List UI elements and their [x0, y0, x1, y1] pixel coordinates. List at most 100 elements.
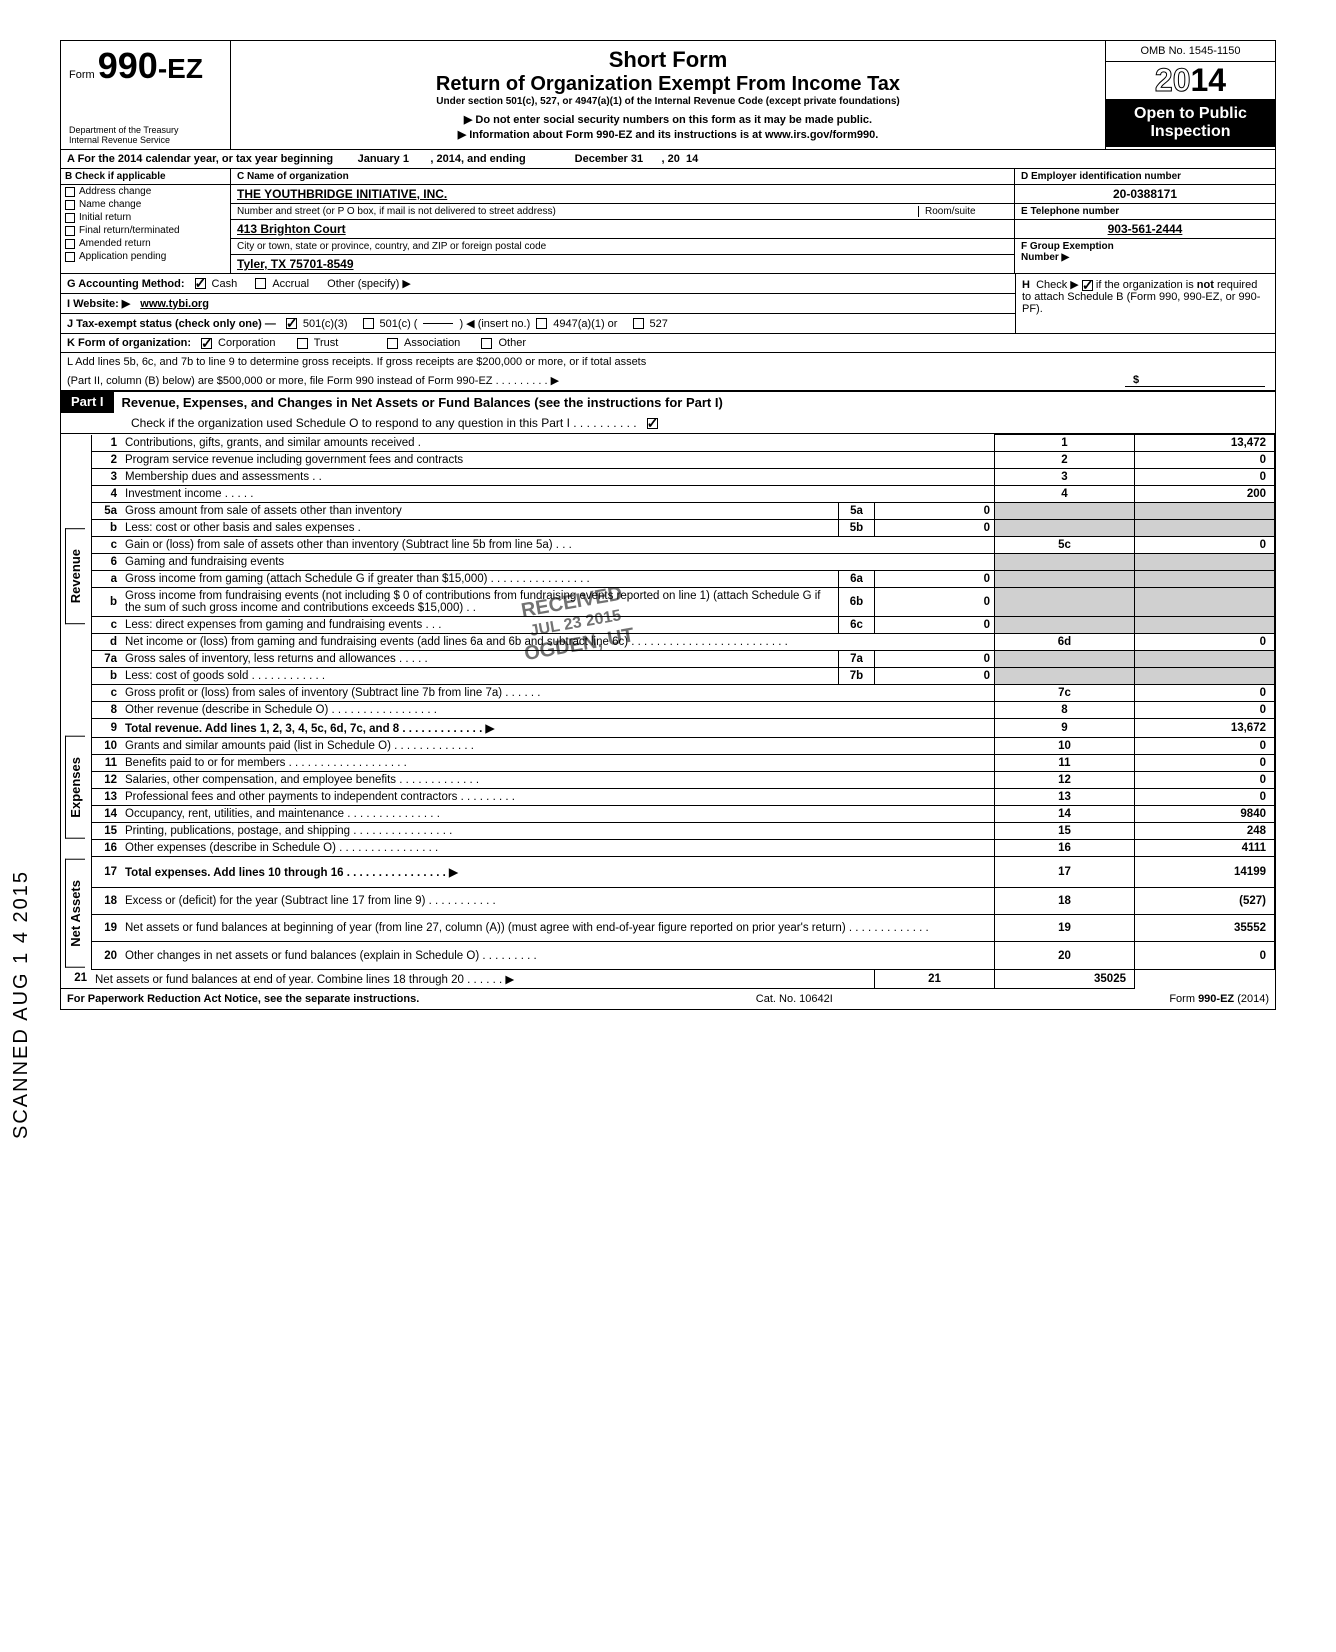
- subtitle-ssn: ▶ Do not enter social security numbers o…: [241, 113, 1095, 126]
- line-number: 2: [91, 452, 121, 469]
- website: www.tybi.org: [140, 298, 209, 310]
- open-public-2: Inspection: [1108, 123, 1273, 141]
- shaded-cell: [995, 520, 1135, 537]
- line-number: 7a: [91, 651, 121, 668]
- row-a-suffix: , 20: [661, 153, 679, 165]
- line-number: 19: [91, 914, 121, 941]
- line-j-label: J Tax-exempt status (check only one) —: [67, 318, 276, 330]
- checkbox[interactable]: [65, 239, 75, 249]
- checkbox-cash[interactable]: [195, 278, 206, 289]
- cash-label: Cash: [212, 278, 238, 290]
- checkbox-527[interactable]: [633, 318, 644, 329]
- checkbox-row: Final return/terminated: [61, 224, 230, 237]
- line-desc: Professional fees and other payments to …: [121, 789, 995, 806]
- line-row: 7aGross sales of inventory, less returns…: [61, 651, 1275, 668]
- line-number: c: [91, 617, 121, 634]
- checkbox[interactable]: [65, 213, 75, 223]
- line-number: 17: [91, 857, 121, 888]
- tel-label: E Telephone number: [1015, 204, 1275, 220]
- line-row: 11Benefits paid to or for members . . . …: [61, 755, 1275, 772]
- part-1-tab: Part I: [61, 391, 114, 413]
- checkbox-row: Address change: [61, 185, 230, 198]
- box-num: 3: [995, 469, 1135, 486]
- mid-box-num: 6c: [839, 617, 875, 634]
- mid-box-val: 0: [875, 668, 995, 685]
- box-num: 15: [995, 823, 1135, 840]
- line-number: d: [91, 634, 121, 651]
- org-name: THE YOUTHBRIDGE INITIATIVE, INC.: [231, 185, 1014, 204]
- checkbox-row: Name change: [61, 198, 230, 211]
- mid-box-num: 7a: [839, 651, 875, 668]
- shaded-cell: [1135, 668, 1275, 685]
- checkbox-501c[interactable]: [363, 318, 374, 329]
- side-label: Expenses: [65, 736, 85, 839]
- line-number: 15: [91, 823, 121, 840]
- trust-label: Trust: [314, 337, 339, 349]
- open-public: Open to Public Inspection: [1106, 99, 1275, 147]
- line-desc: Salaries, other compensation, and employ…: [121, 772, 995, 789]
- line-number: 5a: [91, 503, 121, 520]
- 527-label: 527: [650, 318, 668, 330]
- checkbox-corp[interactable]: [201, 338, 212, 349]
- line-row: 19Net assets or fund balances at beginni…: [61, 914, 1275, 941]
- form-prefix: Form: [69, 69, 95, 81]
- line-desc: Total expenses. Add lines 10 through 16 …: [121, 857, 995, 888]
- box-val: 13,672: [1135, 719, 1275, 738]
- shaded-cell: [1135, 617, 1275, 634]
- part-1-sub: Check if the organization used Schedule …: [61, 413, 1275, 434]
- form-footer: For Paperwork Reduction Act Notice, see …: [61, 989, 1275, 1009]
- line-desc: Less: cost of goods sold . . . . . . . .…: [121, 668, 839, 685]
- shaded-cell: [995, 571, 1135, 588]
- checkbox-schedule-b[interactable]: [1082, 280, 1093, 291]
- line-number: 9: [91, 719, 121, 738]
- shaded-cell: [995, 651, 1135, 668]
- checkbox[interactable]: [65, 187, 75, 197]
- 4947-label: 4947(a)(1) or: [553, 318, 617, 330]
- checkbox-accrual[interactable]: [255, 278, 266, 289]
- box-val: 35552: [1135, 914, 1275, 941]
- checkbox-label: Final return/terminated: [79, 225, 180, 236]
- checkbox[interactable]: [65, 226, 75, 236]
- checkbox-assoc[interactable]: [387, 338, 398, 349]
- box-val: 0: [1135, 772, 1275, 789]
- checkbox[interactable]: [65, 200, 75, 210]
- checkbox-label: Name change: [79, 199, 141, 210]
- box-num: 11: [995, 755, 1135, 772]
- form-id-box: Form 990-EZ Department of the Treasury I…: [61, 41, 231, 149]
- 501c-label: 501(c) (: [380, 318, 418, 330]
- line-desc: Net income or (loss) from gaming and fun…: [121, 634, 995, 651]
- tax-year: 2014: [1106, 62, 1275, 99]
- 501c3-label: 501(c)(3): [303, 318, 348, 330]
- mid-box-num: 6a: [839, 571, 875, 588]
- box-val: 0: [1135, 755, 1275, 772]
- checkbox-501c3[interactable]: [286, 318, 297, 329]
- line-desc: Contributions, gifts, grants, and simila…: [121, 435, 995, 452]
- line-row: 21Net assets or fund balances at end of …: [61, 969, 1275, 988]
- box-num: 7c: [995, 685, 1135, 702]
- mid-box-num: 5b: [839, 520, 875, 537]
- line-row: 10Grants and similar amounts paid (list …: [61, 738, 1275, 755]
- name-label: C Name of organization: [231, 169, 1014, 185]
- section-bcd: B Check if applicable Address changeName…: [61, 169, 1275, 274]
- checkbox-trust[interactable]: [297, 338, 308, 349]
- box-num: 8: [995, 702, 1135, 719]
- box-num: 4: [995, 486, 1135, 503]
- checkbox-schedule-o[interactable]: [647, 418, 658, 429]
- line-number: 16: [91, 840, 121, 857]
- mid-box-num: 5a: [839, 503, 875, 520]
- checkbox-other-org[interactable]: [481, 338, 492, 349]
- line-number: 3: [91, 469, 121, 486]
- footer-mid: Cat. No. 10642I: [756, 993, 833, 1005]
- checkbox-4947[interactable]: [536, 318, 547, 329]
- room-label: Room/suite: [918, 206, 1008, 217]
- title-short: Short Form: [241, 47, 1095, 73]
- line-row: Revenue1Contributions, gifts, grants, an…: [61, 435, 1275, 452]
- line-number: 11: [91, 755, 121, 772]
- accrual-label: Accrual: [272, 278, 309, 290]
- right-header-box: OMB No. 1545-1150 2014 Open to Public In…: [1105, 41, 1275, 149]
- line-number: c: [91, 537, 121, 554]
- checkbox[interactable]: [65, 252, 75, 262]
- col-c-org-info: C Name of organization THE YOUTHBRIDGE I…: [231, 169, 1015, 273]
- street-label: Number and street (or P O box, if mail i…: [237, 206, 918, 217]
- line-g-label: G Accounting Method:: [67, 278, 185, 290]
